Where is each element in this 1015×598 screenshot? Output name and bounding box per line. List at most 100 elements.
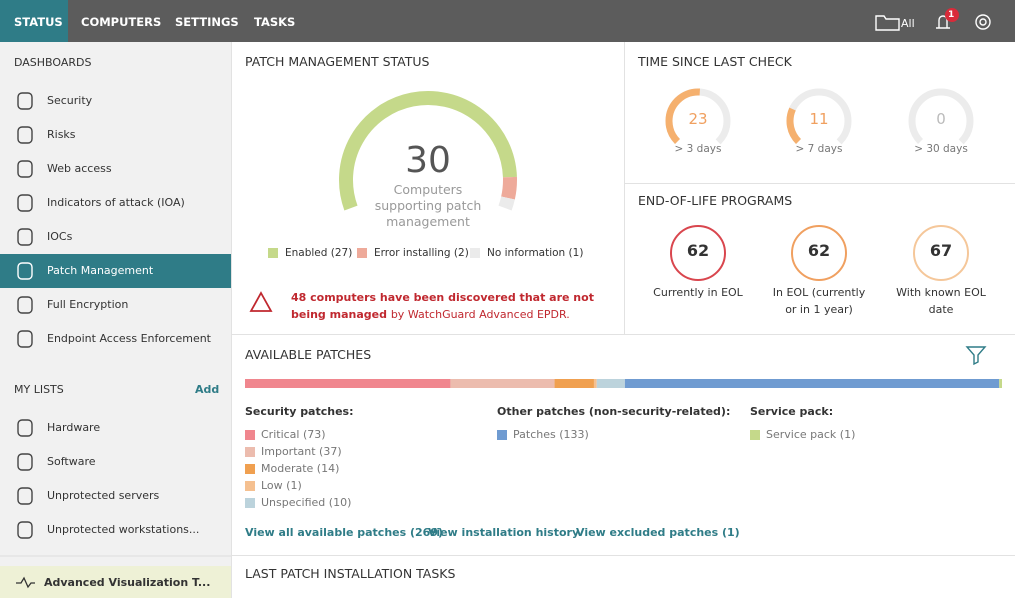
alert-text: 48 computers have been discovered that a… bbox=[291, 291, 594, 321]
legend-swatch bbox=[470, 248, 480, 258]
legend-swatch bbox=[750, 430, 760, 440]
patch-bar-segment bbox=[596, 379, 625, 388]
check-label: > 3 days bbox=[674, 143, 722, 155]
filter-icon[interactable] bbox=[965, 346, 987, 366]
eol-label: With known EOL date bbox=[896, 286, 986, 316]
legend-swatch bbox=[245, 430, 255, 440]
check-count: 11 bbox=[809, 110, 829, 128]
sidebar-item[interactable]: Full Encryption bbox=[47, 298, 129, 311]
sidebar-item[interactable]: Web access bbox=[47, 162, 112, 175]
group-title: Service pack: bbox=[750, 405, 834, 418]
check-count: 23 bbox=[688, 110, 708, 128]
sidebar-item[interactable]: Software bbox=[47, 455, 96, 468]
item-icon bbox=[17, 487, 33, 505]
active-tab bbox=[0, 0, 68, 42]
add-link[interactable]: Add bbox=[195, 383, 220, 396]
panel-title: PATCH MANAGEMENT STATUS bbox=[245, 54, 430, 69]
legend-label: Important (37) bbox=[261, 445, 342, 458]
check-count: 0 bbox=[936, 110, 946, 128]
nav-tab[interactable]: SETTINGS bbox=[175, 15, 239, 29]
check-rings bbox=[665, 88, 974, 154]
sidebar-item[interactable]: Indicators of attack (IOA) bbox=[47, 196, 185, 209]
eol-label: Currently in EOL bbox=[653, 286, 743, 299]
legend-swatch bbox=[497, 430, 507, 440]
item-icon bbox=[17, 330, 33, 348]
panel-title: LAST PATCH INSTALLATION TASKS bbox=[245, 566, 456, 581]
gauge-segment bbox=[498, 196, 515, 211]
nav-tab[interactable]: STATUS bbox=[14, 15, 63, 29]
item-icon bbox=[17, 453, 33, 471]
patch-link[interactable]: View installation history bbox=[428, 526, 580, 539]
panel-title: END-OF-LIFE PROGRAMS bbox=[638, 193, 793, 208]
patch-link[interactable]: View all available patches (269) bbox=[245, 526, 444, 539]
footer-icon bbox=[16, 576, 35, 589]
sidebar-item[interactable]: Patch Management bbox=[47, 264, 154, 277]
sidebar-item[interactable]: Hardware bbox=[47, 421, 101, 434]
eol-count: 62 bbox=[807, 241, 831, 260]
eol-count: 62 bbox=[686, 241, 710, 260]
gauge-segment bbox=[339, 91, 517, 211]
sidebar-item[interactable]: Security bbox=[47, 94, 93, 107]
sidebar-item[interactable]: Risks bbox=[47, 128, 76, 141]
sidebar-item[interactable]: Unprotected workstations... bbox=[47, 523, 200, 536]
folder-label: All bbox=[901, 17, 915, 30]
group-title: Security patches: bbox=[245, 405, 354, 418]
sidebar-item[interactable]: Endpoint Access Enforcement bbox=[47, 332, 211, 345]
patch-bar-segment bbox=[999, 379, 1002, 388]
eol-ring bbox=[670, 225, 726, 281]
footer-item[interactable]: Advanced Visualization T... bbox=[44, 576, 211, 589]
panel-title: AVAILABLE PATCHES bbox=[245, 347, 372, 362]
item-icon bbox=[17, 126, 33, 144]
nav-tab[interactable]: COMPUTERS bbox=[81, 15, 162, 29]
notification-count: 1 bbox=[948, 10, 955, 20]
item-icon bbox=[17, 419, 33, 437]
sidebar-item[interactable]: IOCs bbox=[47, 230, 73, 243]
legend-label: Low (1) bbox=[261, 479, 302, 492]
patch-bar-segment bbox=[554, 379, 594, 388]
item-icon bbox=[17, 228, 33, 246]
alert-source: by WatchGuard Advanced EPDR. bbox=[390, 308, 570, 321]
nav-tab[interactable]: TASKS bbox=[254, 15, 296, 29]
badge bbox=[945, 8, 959, 22]
top-bar bbox=[0, 0, 1015, 42]
legend-label: Service pack (1) bbox=[766, 428, 856, 441]
eol-ring bbox=[791, 225, 847, 281]
legend-label: Error installing (2) bbox=[374, 247, 469, 259]
check-label: > 7 days bbox=[795, 143, 843, 155]
legend-label: Unspecified (10) bbox=[261, 496, 352, 509]
item-icon bbox=[17, 194, 33, 212]
item-icon bbox=[17, 92, 33, 110]
legend-label: Critical (73) bbox=[261, 428, 326, 441]
legend-swatch bbox=[245, 481, 255, 491]
group-title: Other patches (non-security-related): bbox=[497, 405, 731, 418]
patch-bar-segment bbox=[450, 379, 555, 388]
sidebar-item[interactable]: Unprotected servers bbox=[47, 489, 160, 502]
patch-bar-segment bbox=[624, 379, 1000, 388]
legend-label: Patches (133) bbox=[513, 428, 589, 441]
patch-bar-segment bbox=[593, 379, 597, 388]
item-icon bbox=[17, 296, 33, 314]
legend-label: Moderate (14) bbox=[261, 462, 340, 475]
legend-swatch bbox=[245, 447, 255, 457]
item-icon bbox=[17, 160, 33, 178]
legend-swatch bbox=[245, 464, 255, 474]
top-icons bbox=[875, 14, 991, 31]
patch-link[interactable]: View excluded patches (1) bbox=[576, 526, 740, 539]
item-icon bbox=[17, 521, 33, 539]
legend-swatch bbox=[357, 248, 367, 258]
footer-bg bbox=[0, 566, 231, 598]
gauge-caption: Computers supporting patch management bbox=[374, 182, 482, 229]
gauge-segment bbox=[501, 176, 517, 200]
eol-ring bbox=[913, 225, 969, 281]
legend-label: No information (1) bbox=[487, 247, 584, 259]
eol-label: In EOL (currently or in 1 year) bbox=[772, 286, 866, 316]
legend-swatch bbox=[245, 498, 255, 508]
patch-bar-segment bbox=[245, 379, 451, 388]
panel-borders bbox=[231, 42, 1015, 598]
legend-label: Enabled (27) bbox=[285, 247, 353, 259]
item-icon bbox=[17, 262, 33, 280]
warning-icon bbox=[249, 291, 273, 312]
sidebar bbox=[0, 42, 231, 598]
